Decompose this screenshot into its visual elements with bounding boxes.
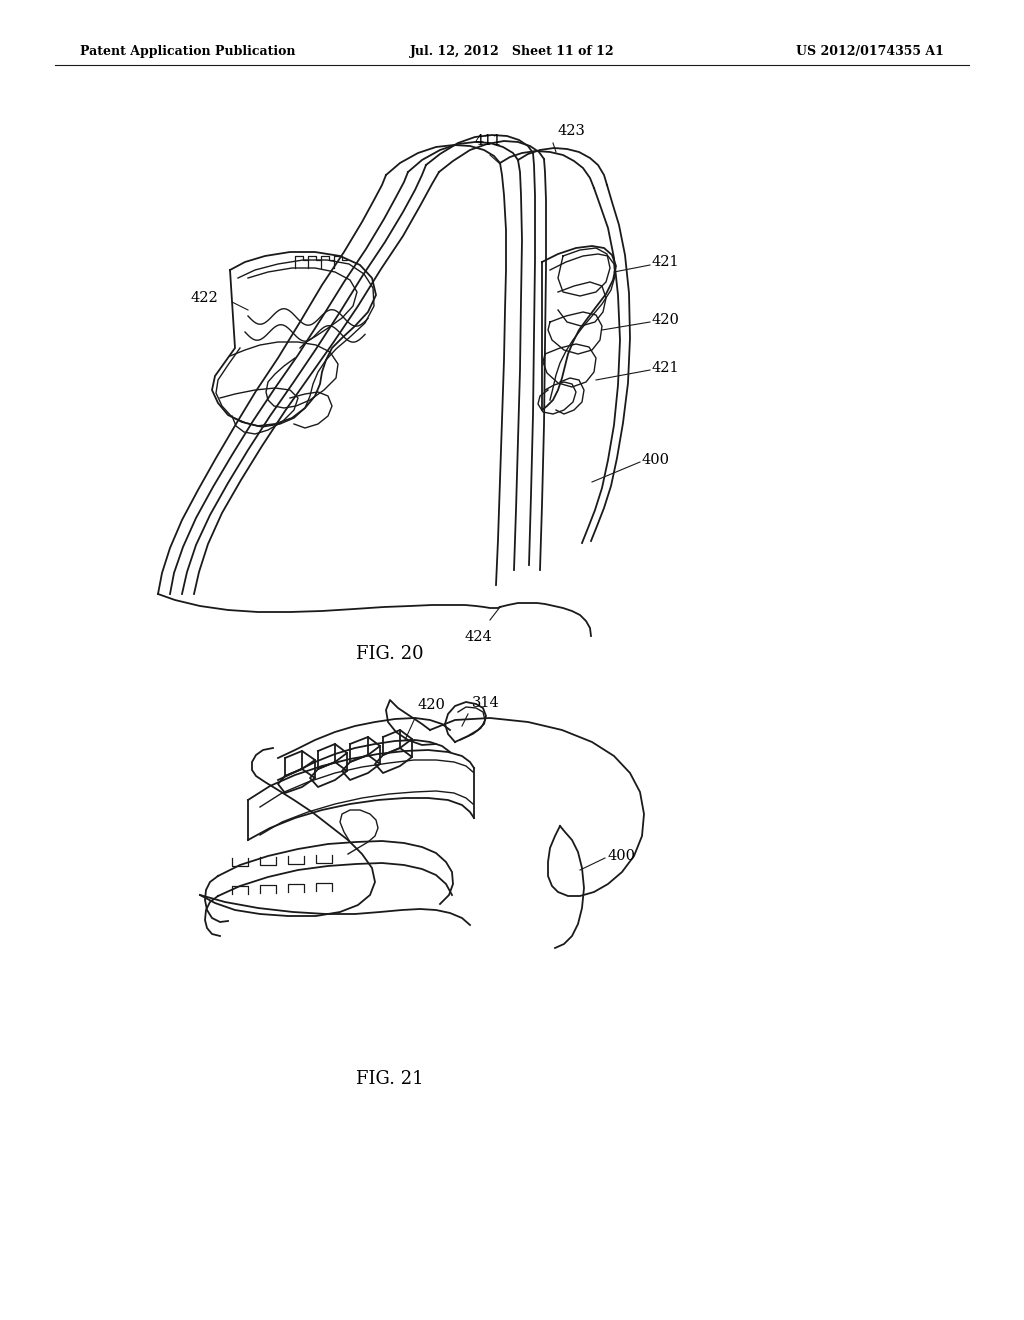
Text: FIG. 21: FIG. 21 [356, 1071, 424, 1088]
Text: 411: 411 [474, 135, 502, 148]
Text: 421: 421 [652, 360, 680, 375]
Text: 422: 422 [190, 290, 218, 305]
Text: FIG. 20: FIG. 20 [356, 645, 424, 663]
Text: US 2012/0174355 A1: US 2012/0174355 A1 [796, 45, 944, 58]
Text: 423: 423 [558, 124, 586, 139]
Text: 424: 424 [464, 630, 492, 644]
Text: 400: 400 [608, 849, 636, 863]
Text: 314: 314 [472, 696, 500, 710]
Text: Jul. 12, 2012   Sheet 11 of 12: Jul. 12, 2012 Sheet 11 of 12 [410, 45, 614, 58]
Text: 420: 420 [418, 698, 445, 711]
Text: 420: 420 [652, 313, 680, 327]
Text: 400: 400 [642, 453, 670, 467]
Text: 421: 421 [652, 255, 680, 269]
Text: Patent Application Publication: Patent Application Publication [80, 45, 296, 58]
